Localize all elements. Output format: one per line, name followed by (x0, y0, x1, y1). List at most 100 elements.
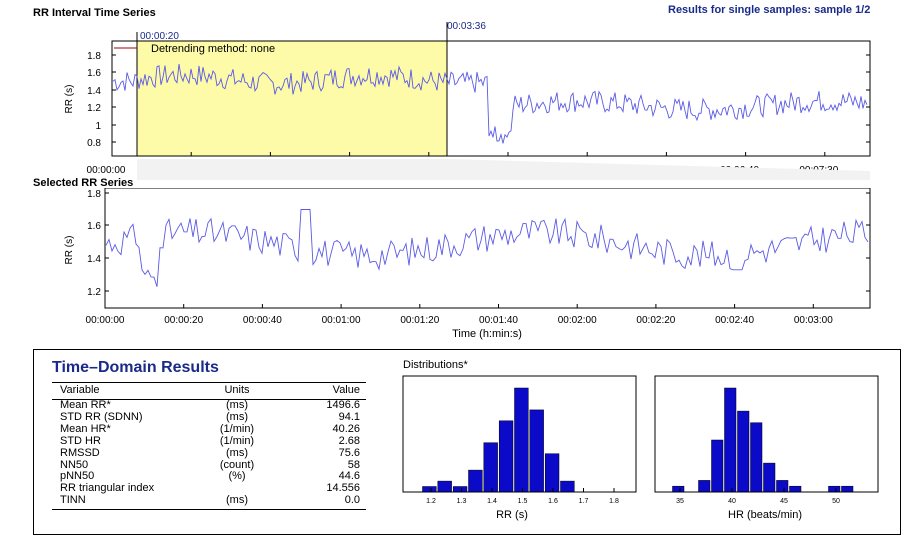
rr-hist-bar (529, 409, 544, 493)
cell-variable: STD RR (SDNN) (60, 410, 143, 423)
top-x-tick-label: 00:00:00 (87, 165, 126, 176)
rr-hist-tick-label: 1.2 (426, 498, 436, 505)
selected-x-tick-label: 00:02:00 (558, 315, 597, 326)
selected-rr-series-title: Selected RR Series (33, 177, 134, 189)
rr-hist-bar (514, 387, 529, 493)
cell-units: (1/min) (219, 434, 255, 447)
top-y-tick-label: 1.8 (87, 51, 101, 62)
selected-y-axis-label: RR (s) (64, 236, 75, 265)
cell-variable: RMSSD (60, 446, 100, 459)
selected-x-tick-label: 00:00:00 (86, 315, 125, 326)
table-row: Mean RR* (ms) 1496.6 (52, 399, 366, 412)
hr-hist-tick-label: 50 (832, 498, 840, 505)
rr-distribution-chart: 1.2 1.3 1.4 1.5 1.6 1.7 1.8 RR (s) (402, 375, 637, 521)
hr-hist-bar (828, 485, 841, 493)
top-y-tick-label: 1.2 (87, 103, 101, 114)
results-for-sample: Results for single samples: sample 1/2 (668, 4, 871, 16)
selected-x-tick-label: 00:03:00 (794, 315, 833, 326)
rr-hist-tick-label: 1.4 (487, 498, 497, 505)
cell-variable: STD HR (60, 434, 101, 447)
cell-units: (ms) (226, 399, 248, 411)
cell-value: 94.1 (338, 410, 360, 423)
table-row: Mean HR* (1/min) 40.26 (52, 422, 366, 436)
hr-hist-bar (672, 485, 685, 493)
table-row: STD HR (1/min) 2.68 (52, 434, 366, 448)
table-row: TINN (ms) 0.0 (52, 494, 366, 511)
top-y-axis-label: RR (s) (64, 85, 75, 114)
selection-start-label: 00:00:20 (140, 31, 179, 42)
selected-rr-chart[interactable]: RR (s) 1.81.61.41.2 00:00:00 00:00:20 00:0… (0, 188, 917, 343)
rr-hist-bar (498, 420, 514, 493)
table-row: RR triangular index 14.556 (52, 482, 366, 495)
hr-hist-bar (711, 439, 724, 493)
cell-units: (ms) (226, 446, 248, 459)
cell-value: 0.0 (272, 494, 366, 511)
cell-value: 40.26 (332, 422, 360, 435)
table-row: pNN50 (%) 44.6 (52, 471, 366, 483)
rr-hist-tick-label: 1.7 (579, 498, 589, 505)
hr-hist-bar (841, 485, 854, 493)
selected-x-tick-label: 00:00:40 (243, 315, 282, 326)
time-domain-table: Variable Units Value Mean RR* (ms) 1496.6 S… (52, 382, 366, 511)
selected-x-tick-label: 00:01:00 (322, 315, 361, 326)
zoom-connector (137, 159, 870, 180)
rr-hist-bar (437, 480, 452, 493)
cell-value: 58 (347, 458, 360, 471)
selected-series-line (105, 209, 869, 287)
col-units: Units (202, 382, 272, 400)
selected-x-tick-label: 00:00:20 (164, 315, 203, 326)
rr-hist-tick-label: 1.8 (609, 498, 619, 505)
hr-distribution-chart: 35 40 45 50 HR (beats/min) (654, 375, 879, 521)
rr-time-series-title: RR Interval Time Series (33, 7, 156, 19)
selected-x-axis-label: Time (h:min:s) (452, 328, 522, 340)
cell-units: (count) (219, 458, 255, 471)
time-domain-title: Time–Domain Results (52, 359, 219, 376)
table-row: RMSSD (ms) 75.6 (52, 446, 366, 460)
detrending-legend: Detrending method: none (151, 43, 275, 55)
hr-hist-bar (737, 410, 750, 493)
hr-hist-tick-label: 45 (780, 498, 788, 505)
rr-hist-tick-label: 1.5 (518, 498, 528, 505)
cell-units: (ms) (226, 410, 248, 423)
col-value: Value (272, 382, 366, 400)
selected-x-tick-label: 00:02:20 (636, 315, 675, 326)
hr-hist-bar (698, 480, 711, 493)
cell-value: 2.68 (338, 434, 360, 447)
rr-hist-bar (544, 453, 560, 493)
selected-y-tick-label: 1.4 (87, 254, 101, 265)
rr-hist-tick-label: 1.6 (548, 498, 558, 505)
distributions-title: Distributions* (403, 359, 468, 371)
hr-hist-bar (750, 422, 763, 493)
selected-x-tick-label: 00:01:20 (400, 315, 439, 326)
rr-hist-bar (422, 486, 437, 493)
selected-x-ticks: 00:00:00 00:00:20 00:00:40 00:01:00 00:01:20… (86, 304, 833, 326)
cell-units: (%) (228, 470, 246, 483)
selected-y-tick-label: 1.6 (87, 221, 101, 232)
hr-hist-bar (789, 485, 802, 493)
table-row: NN50 (count) 58 (52, 458, 366, 472)
selected-y-tick-label: 1.2 (87, 287, 101, 298)
rr-time-series-chart[interactable]: 00:03:36 00:00:20 Detrending method: non… (0, 0, 917, 180)
top-y-tick-label: 0.8 (87, 138, 101, 149)
hr-hist-tick-label: 40 (728, 498, 736, 505)
hr-hist-xlabel: HR (beats/min) (728, 509, 802, 521)
top-y-tick-label: 1.4 (87, 86, 101, 97)
selection-end-label: 00:03:36 (447, 21, 486, 32)
top-y-tick-label: 1 (95, 121, 101, 132)
rr-hist-bar (452, 486, 468, 493)
rr-hist-bar (483, 442, 498, 493)
cell-value: 1496.6 (326, 399, 360, 411)
selected-y-tick-label: 1.8 (87, 189, 101, 200)
cell-value: 14.556 (326, 482, 360, 495)
rr-hist-bar (468, 469, 483, 493)
selected-x-tick-label: 00:01:40 (479, 315, 518, 326)
col-variable: Variable (52, 382, 202, 400)
cell-variable: TINN (52, 494, 202, 511)
hr-hist-frame (654, 375, 879, 493)
hr-hist-bar (724, 387, 737, 493)
cell-variable: pNN50 (60, 470, 95, 483)
cell-units: (ms) (202, 494, 272, 511)
selection-region[interactable] (137, 41, 447, 156)
cell-value: 75.6 (338, 446, 360, 459)
hr-hist-bar (763, 462, 776, 493)
